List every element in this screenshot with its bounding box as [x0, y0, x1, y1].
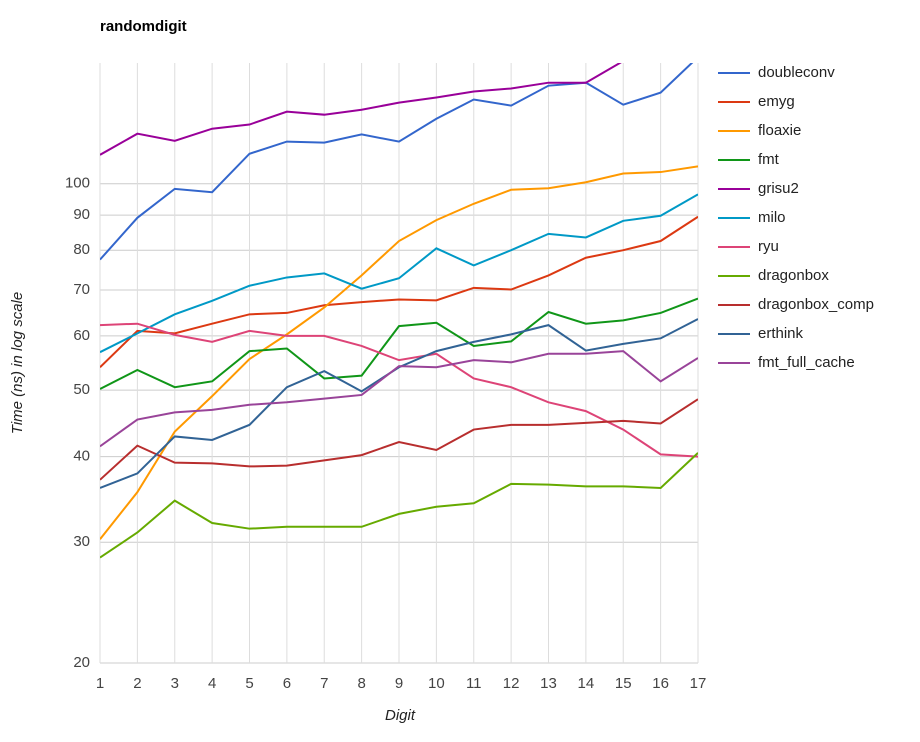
plot-area — [100, 63, 698, 559]
legend-label: dragonbox — [758, 267, 829, 284]
legend-label: fmt — [758, 151, 780, 168]
legend-label: floaxie — [758, 122, 801, 139]
x-tick-label: 17 — [690, 675, 707, 692]
series-line — [100, 322, 698, 458]
legend-label: fmt_full_cache — [758, 354, 855, 371]
y-tick-label: 30 — [73, 533, 90, 550]
series-line — [100, 215, 698, 368]
legend-label: milo — [758, 209, 786, 226]
x-tick-label: 13 — [540, 675, 557, 692]
x-tick-label: 5 — [245, 675, 253, 692]
y-tick-label: 50 — [73, 381, 90, 398]
chart-title: randomdigit — [100, 18, 187, 35]
x-tick-label: 6 — [283, 675, 291, 692]
x-tick-label: 4 — [208, 675, 216, 692]
series-line — [100, 350, 698, 448]
series-line — [100, 63, 694, 261]
series-line — [100, 193, 698, 354]
series-line — [100, 63, 622, 156]
x-axis-label: Digit — [385, 707, 416, 724]
legend-label: erthink — [758, 325, 804, 342]
y-tick-label: 80 — [73, 241, 90, 258]
series-line — [100, 452, 698, 559]
series-line — [100, 165, 698, 540]
x-tick-label: 8 — [357, 675, 365, 692]
x-tick-label: 1 — [96, 675, 104, 692]
x-tick-label: 14 — [578, 675, 595, 692]
x-tick-label: 10 — [428, 675, 445, 692]
x-tick-label: 15 — [615, 675, 632, 692]
y-tick-label: 40 — [73, 448, 90, 465]
x-tick-label: 16 — [652, 675, 669, 692]
x-tick-label: 2 — [133, 675, 141, 692]
y-axis-label: Time (ns) in log scale — [9, 292, 26, 434]
x-tick-label: 12 — [503, 675, 520, 692]
legend-label: doubleconv — [758, 64, 835, 81]
series-line — [100, 398, 698, 481]
y-tick-label: 70 — [73, 281, 90, 298]
y-tick-label: 60 — [73, 327, 90, 344]
y-tick-label: 90 — [73, 206, 90, 223]
legend-label: dragonbox_comp — [758, 296, 874, 313]
x-tick-label: 3 — [171, 675, 179, 692]
x-tick-label: 11 — [466, 675, 482, 692]
legend-label: emyg — [758, 93, 795, 110]
y-tick-label: 20 — [73, 654, 90, 671]
legend-label: ryu — [758, 238, 779, 255]
x-tick-label: 9 — [395, 675, 403, 692]
series-line — [100, 297, 698, 390]
legend-label: grisu2 — [758, 180, 799, 197]
y-tick-label: 100 — [65, 175, 90, 192]
x-tick-label: 7 — [320, 675, 328, 692]
